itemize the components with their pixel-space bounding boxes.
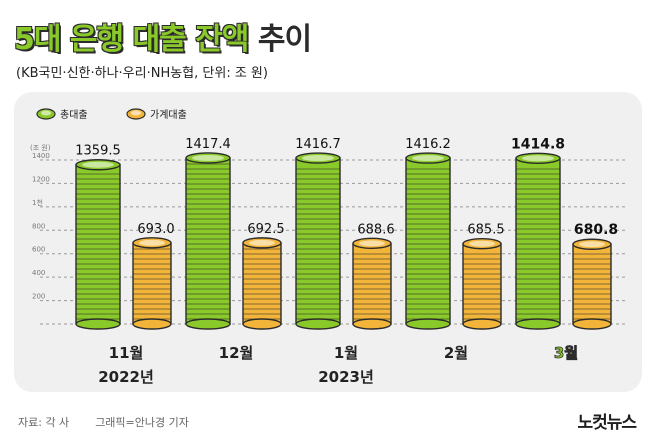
coin-bottom	[515, 318, 561, 330]
coin-top-highlight	[139, 239, 165, 246]
y-tick-label: 1천	[32, 198, 43, 207]
bar-total	[185, 157, 231, 325]
coin-bottom	[75, 318, 121, 330]
bar-total	[295, 157, 341, 325]
y-axis-unit: (조 원)	[30, 143, 51, 152]
coin-top-highlight	[469, 240, 495, 247]
x-category-label: 2월	[444, 344, 468, 362]
x-year-label: 2022년	[98, 368, 154, 386]
data-label-household: 693.0	[137, 222, 174, 237]
x-year-label: 2023년	[318, 368, 374, 386]
coin-top-highlight	[192, 154, 224, 161]
coin-bottom	[132, 318, 172, 330]
chart-subtitle: (KB국민·신한·하나·우리·NH농협, 단위: 조 원)	[16, 66, 268, 81]
y-tick-label: 200	[32, 293, 45, 301]
data-label-total: 1416.7	[295, 137, 341, 152]
coin-bottom	[352, 318, 392, 330]
source-text: 자료: 각 사	[18, 416, 70, 429]
bar-household	[242, 242, 282, 325]
coin-bottom	[185, 318, 231, 330]
data-label-total: 1414.8	[511, 136, 565, 152]
coin-top-highlight	[82, 161, 114, 168]
chart-svg: 200 400 600 800 1천 1200 1400(조 원) 총대출 가계대출 1359.5…	[30, 108, 626, 386]
chart-title-main: 5대 은행 대출 잔액	[14, 22, 249, 57]
coin-bottom	[295, 318, 341, 330]
coin-top-highlight	[359, 240, 385, 247]
coin-top-highlight	[249, 239, 275, 246]
chart-title-tail: 추이	[257, 22, 312, 57]
y-tick-label: 1200	[32, 175, 50, 183]
bar-total	[515, 157, 561, 325]
legend-swatch-highlight	[131, 110, 141, 116]
data-label-household: 688.6	[357, 222, 394, 237]
data-label-household: 685.5	[467, 223, 504, 238]
y-tick-label: 600	[32, 246, 45, 254]
y-tick-label: 800	[32, 222, 45, 230]
graphic-credit: 그래픽=안나경 기자	[95, 416, 189, 429]
data-label-total: 1416.2	[405, 137, 451, 152]
data-label-household: 680.8	[574, 222, 618, 238]
coin-bottom	[462, 318, 502, 330]
coin-top-highlight	[522, 155, 554, 162]
y-tick-label: 400	[32, 269, 45, 277]
coin-bottom	[242, 318, 282, 330]
coin-top-highlight	[302, 155, 334, 162]
coin-bottom	[572, 318, 612, 330]
legend-swatch-highlight	[41, 110, 51, 116]
nocut-news-logo: 노컷뉴스	[577, 413, 637, 433]
x-category-label: 3월	[554, 344, 578, 362]
x-category-label: 12월	[219, 344, 254, 362]
data-label-household: 692.5	[247, 222, 284, 237]
legend-label: 가계대출	[150, 109, 187, 121]
source-line: 자료: 각 사 그래픽=안나경 기자	[18, 414, 189, 430]
legend-label: 총대출	[60, 109, 88, 121]
x-category-label: 1월	[334, 344, 358, 362]
coin-top-highlight	[412, 155, 444, 162]
chart-panel: 200 400 600 800 1천 1200 1400 (조 원) 총대출 가계대출 1359.5…	[14, 92, 642, 392]
y-tick-label: 1400	[32, 152, 50, 160]
bar-household	[132, 242, 172, 325]
data-label-total: 1417.4	[185, 137, 231, 152]
x-category-label: 11월	[109, 344, 144, 362]
data-label-total: 1359.5	[75, 144, 121, 159]
coin-top-highlight	[579, 241, 605, 248]
coin-bottom	[405, 318, 451, 330]
chart-title: 5대 은행 대출 잔액 추이	[14, 14, 312, 58]
